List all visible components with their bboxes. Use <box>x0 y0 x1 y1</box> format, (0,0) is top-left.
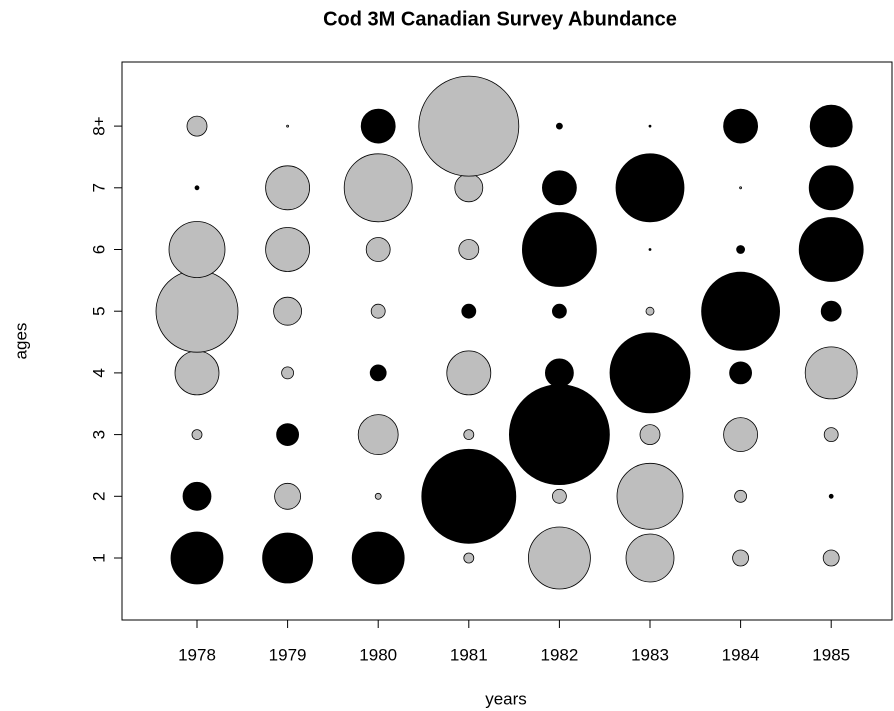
bubble <box>798 217 864 282</box>
bubble <box>522 212 597 287</box>
bubble <box>648 124 652 128</box>
bubble <box>458 239 480 260</box>
bubble <box>191 429 203 441</box>
y-tick-label: 7 <box>89 183 108 192</box>
bubble <box>463 429 475 441</box>
y-tick-label: 1 <box>89 553 108 562</box>
bubble <box>552 303 567 319</box>
bubble <box>528 526 591 590</box>
y-tick-label: 4 <box>89 368 108 377</box>
bubble <box>170 531 224 585</box>
bubble <box>615 153 685 223</box>
bubble <box>351 531 405 585</box>
bubble <box>286 124 290 128</box>
bubble <box>276 423 300 447</box>
bubble <box>823 427 839 443</box>
bubble <box>265 227 311 272</box>
bubble <box>182 481 212 511</box>
bubble <box>446 350 492 396</box>
bubble <box>723 108 758 144</box>
bubble <box>809 104 853 148</box>
bubble <box>365 237 391 262</box>
bubble <box>808 165 854 211</box>
bubble <box>374 492 382 500</box>
bubble <box>281 366 295 380</box>
bubble <box>274 482 302 510</box>
bubble <box>273 296 303 326</box>
bubble <box>552 488 567 504</box>
bubble <box>343 153 413 223</box>
bubble <box>265 165 311 211</box>
bubble <box>370 303 386 319</box>
bubble <box>739 186 742 190</box>
x-tick-label: 1978 <box>178 645 216 664</box>
x-tick-label: 1982 <box>540 645 578 664</box>
bubble <box>542 170 577 206</box>
bubble <box>186 115 208 137</box>
y-tick-label: 3 <box>89 430 108 439</box>
bubble <box>828 493 834 499</box>
bubble <box>736 245 745 254</box>
y-tick-label: 8+ <box>89 116 108 135</box>
bubble <box>820 300 842 322</box>
y-axis-label: ages <box>11 323 30 360</box>
x-tick-label: 1984 <box>722 645 760 664</box>
plot-frame <box>121 61 893 621</box>
bubble <box>194 185 200 191</box>
bubble <box>509 384 610 486</box>
y-tick-label: 6 <box>89 245 108 254</box>
x-axis-label: years <box>485 689 527 708</box>
bubble <box>729 361 752 385</box>
x-tick-label: 1979 <box>269 645 307 664</box>
x-tick-label: 1980 <box>359 645 397 664</box>
chart-title: Cod 3M Canadian Survey Abundance <box>323 8 677 30</box>
bubble <box>418 75 520 177</box>
bubble <box>804 346 858 400</box>
bubble <box>616 462 684 530</box>
bubble <box>545 358 574 388</box>
bubble <box>168 221 226 278</box>
bubble <box>454 173 484 203</box>
bubble <box>357 414 399 456</box>
bubble <box>463 552 475 564</box>
y-tick-label: 2 <box>89 492 108 501</box>
bubble <box>701 271 780 351</box>
bubble <box>461 303 477 319</box>
bubble <box>369 364 387 382</box>
x-tick-label: 1983 <box>631 645 669 664</box>
bubble <box>556 122 563 130</box>
bubble <box>734 489 747 503</box>
bubble <box>822 549 840 567</box>
x-tick-label: 1985 <box>812 645 850 664</box>
bubble <box>155 269 239 353</box>
bubble <box>421 448 517 544</box>
bubble <box>645 306 655 316</box>
bubble <box>648 248 652 251</box>
bubble <box>723 417 758 453</box>
x-tick-label: 1981 <box>450 645 488 664</box>
bubble <box>174 350 220 396</box>
y-tick-label: 5 <box>89 306 108 315</box>
bubble <box>732 549 749 567</box>
bubble <box>609 332 691 414</box>
bubble <box>639 424 661 446</box>
bubble <box>360 108 396 144</box>
bubble <box>262 532 314 584</box>
bubble <box>625 533 675 583</box>
